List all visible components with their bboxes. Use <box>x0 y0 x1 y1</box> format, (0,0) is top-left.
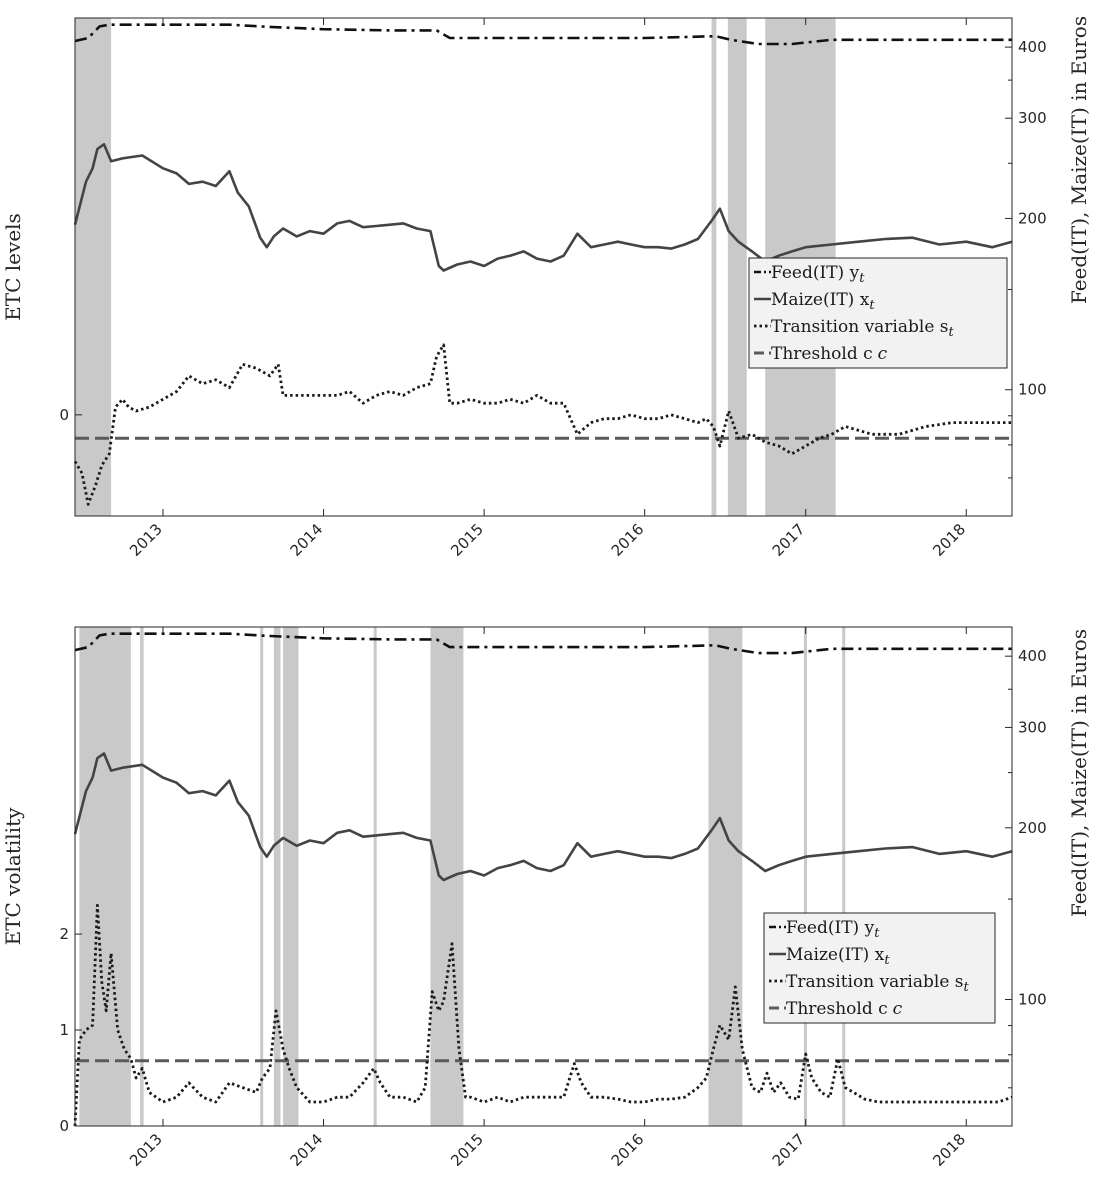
left-axis-label: ETC levels <box>1 213 25 321</box>
right-tick-label: 200 <box>1018 819 1047 837</box>
shaded-regime <box>842 627 846 1126</box>
shaded-regime <box>711 18 717 516</box>
x-tick-label: 2016 <box>608 1130 648 1170</box>
right-tick-label: 100 <box>1018 990 1047 1008</box>
legend-label-feed: Feed(IT) yt <box>786 918 880 941</box>
legend-label-maize: Maize(IT) xt <box>786 945 890 968</box>
series-feed-line <box>74 632 1012 655</box>
legend-box <box>748 257 1008 369</box>
legend: Feed(IT) yt Maize(IT) xt Transition vari… <box>763 912 996 1024</box>
series-maize-line <box>73 143 1013 272</box>
left-tick-label: 0 <box>59 406 69 424</box>
left-axis-ticks: 0 <box>59 406 82 424</box>
x-tick-label: 2013 <box>126 1130 166 1170</box>
legend: Feed(IT) yt Maize(IT) xt Transition vari… <box>748 257 1008 369</box>
plot-frame <box>74 17 1013 517</box>
x-tick-label: 2014 <box>287 520 327 560</box>
legend-label-maize: Maize(IT) xt <box>771 290 875 313</box>
x-tick-label: 2018 <box>929 520 969 560</box>
right-axis-ticks: 100 200 300 400 <box>1005 38 1047 479</box>
legend-box <box>763 912 996 1024</box>
x-tick-label: 2016 <box>608 520 648 560</box>
x-tick-label: 2014 <box>287 1130 327 1170</box>
shaded-regime <box>430 627 464 1126</box>
shaded-regimes <box>79 627 846 1126</box>
left-tick-label: 2 <box>59 925 69 943</box>
series-transition-line <box>73 903 1013 1127</box>
series-feed-line <box>74 23 1012 46</box>
x-tick-label: 2017 <box>769 520 809 560</box>
legend-label-transition: Transition variable st <box>786 972 970 995</box>
x-tick-label: 2013 <box>126 520 166 560</box>
series-maize-line <box>73 752 1013 882</box>
right-axis-label: Feed(IT), Maize(IT) in Euros <box>1067 629 1091 917</box>
right-tick-label: 400 <box>1018 38 1047 56</box>
right-tick-label: 300 <box>1018 109 1047 127</box>
right-tick-label: 300 <box>1018 718 1047 736</box>
shaded-regime <box>283 627 299 1126</box>
series-transition-line <box>73 343 1012 506</box>
x-tick-label: 2018 <box>929 1130 969 1170</box>
legend-label-feed: Feed(IT) yt <box>771 263 865 286</box>
x-tick-label: 2015 <box>447 1130 487 1170</box>
shaded-regime <box>260 627 264 1126</box>
right-tick-label: 100 <box>1018 381 1047 399</box>
right-axis-label: Feed(IT), Maize(IT) in Euros <box>1067 16 1091 304</box>
plot-frame <box>74 626 1013 1127</box>
legend-label-transition: Transition variable st <box>771 317 955 340</box>
x-tick-label: 2017 <box>769 1130 809 1170</box>
shaded-regime <box>75 18 112 516</box>
left-tick-label: 1 <box>59 1021 69 1039</box>
x-tick-label: 2015 <box>447 520 487 560</box>
shaded-regime <box>79 627 131 1126</box>
shaded-regime <box>273 627 281 1126</box>
right-tick-label: 200 <box>1018 209 1047 227</box>
shaded-regime <box>803 627 808 1126</box>
left-axis-label: ETC volatility <box>1 807 25 946</box>
shaded-regime <box>727 18 747 516</box>
shaded-regime <box>140 627 144 1126</box>
right-tick-label: 400 <box>1018 647 1047 665</box>
right-axis-ticks: 100 200 300 400 <box>1005 647 1047 1089</box>
shaded-regime <box>708 627 743 1126</box>
left-axis-ticks: 0 1 2 <box>59 925 82 1135</box>
left-tick-label: 0 <box>59 1117 69 1135</box>
panel-etc-volatility: 2013 2014 2015 2016 2017 2018 0 1 2 100 200 300 40… <box>1 626 1091 1170</box>
shaded-regime <box>373 627 377 1126</box>
panel-etc-levels: 2013 2014 2015 2016 2017 2018 0 100200300400 … <box>1 16 1091 560</box>
